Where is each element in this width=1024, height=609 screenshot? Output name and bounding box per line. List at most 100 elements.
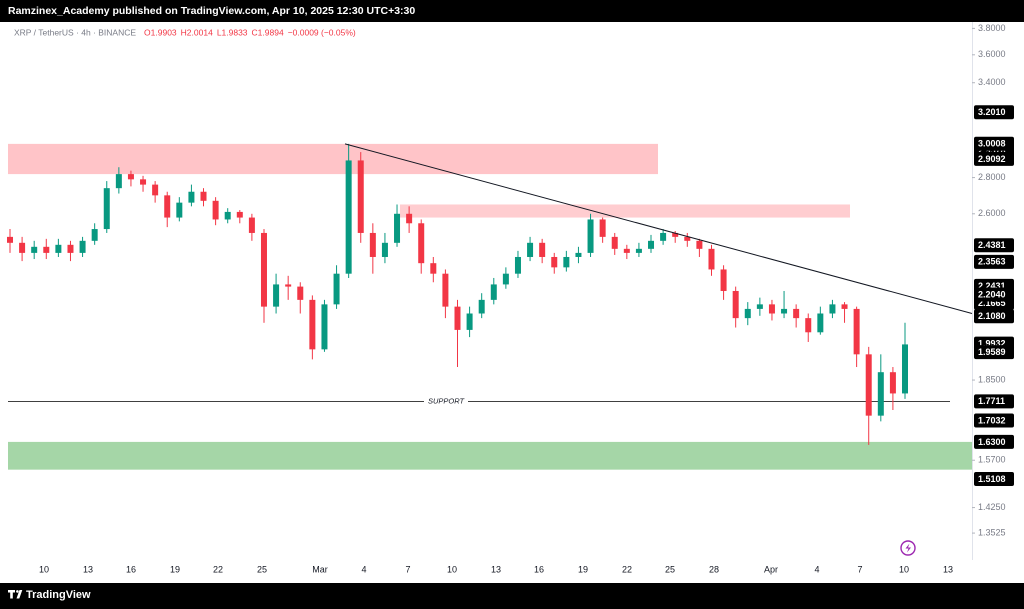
candle-body — [889, 372, 896, 394]
candle-body — [164, 195, 171, 218]
x-tick-label: 10 — [447, 564, 457, 574]
candle-body — [793, 308, 800, 319]
candle-body — [236, 211, 243, 218]
y-tick-label: 1.4250 — [978, 502, 1006, 512]
x-tick-label: 13 — [491, 564, 501, 574]
candle-body — [744, 308, 751, 319]
price-label-box — [974, 287, 1014, 302]
y-tick-label: 1.3525 — [978, 527, 1006, 537]
y-tick-label: 1.8500 — [978, 374, 1006, 384]
price-label-box — [974, 345, 1014, 360]
price-label: 2.1080 — [978, 311, 1006, 321]
candle-body — [805, 318, 812, 333]
candle-body — [345, 160, 352, 274]
x-tick-label: 16 — [534, 564, 544, 574]
candle-body — [781, 308, 788, 314]
price-label-box — [974, 238, 1014, 253]
candle-body — [708, 248, 715, 270]
x-tick-label: 10 — [899, 564, 909, 574]
candle-body — [817, 313, 824, 333]
zone — [8, 441, 972, 470]
price-label: 3.0008 — [978, 139, 1006, 149]
price-label-box — [974, 254, 1014, 269]
y-tick-label: 3.4000 — [978, 77, 1006, 87]
price-label: 2.1665 — [978, 298, 1006, 308]
price-label-box — [974, 434, 1014, 449]
price-label-box — [974, 151, 1014, 166]
candle-body — [514, 256, 521, 274]
candle-body — [430, 263, 437, 274]
replay-icon — [900, 540, 916, 556]
x-tick-label: 7 — [857, 564, 862, 574]
x-tick-label: 4 — [361, 564, 366, 574]
zone — [8, 143, 658, 175]
price-label: 2.9092 — [978, 154, 1006, 164]
candle-body — [768, 304, 775, 314]
price-label: 1.5108 — [978, 474, 1006, 484]
candle-body — [478, 299, 485, 314]
x-tick-label: 25 — [257, 564, 267, 574]
candle-body — [587, 219, 594, 253]
candle-body — [635, 248, 642, 253]
x-tick-label: 4 — [814, 564, 819, 574]
price-label: 2.2040 — [978, 289, 1006, 299]
chart-background — [0, 22, 1024, 583]
candle-body — [539, 242, 546, 257]
candle-body — [200, 191, 207, 201]
candle-body — [853, 308, 860, 355]
candle-body — [442, 273, 449, 307]
candle-body — [176, 202, 183, 218]
candle-body — [127, 174, 134, 180]
y-tick-label: 2.6000 — [978, 208, 1006, 218]
brand: TradingView — [26, 589, 91, 601]
candle-body — [865, 354, 872, 416]
candle-body — [829, 304, 836, 314]
support-label: SUPPORT — [428, 396, 466, 405]
candle-body — [285, 284, 292, 287]
candle-body — [212, 200, 219, 220]
x-tick-label: 28 — [709, 564, 719, 574]
support-label-bg — [424, 396, 468, 407]
x-tick-label: Apr — [764, 564, 778, 574]
x-tick-label: 22 — [622, 564, 632, 574]
x-tick-label: 22 — [213, 564, 223, 574]
candle-body — [394, 213, 401, 243]
ohlc-value: O1.9903 — [144, 27, 177, 37]
candle-body — [466, 313, 473, 330]
candle-body — [152, 184, 159, 196]
candle-body — [575, 252, 582, 257]
price-label: 2.4381 — [978, 240, 1006, 250]
symbol: XRP / TetherUS · 4h · BINANCE — [14, 27, 136, 37]
candle-body — [31, 246, 38, 253]
candle-body — [369, 232, 376, 257]
candle-body — [648, 240, 655, 249]
candle-body — [79, 240, 86, 253]
candle-body — [599, 219, 606, 237]
y-tick-label: 3.6000 — [978, 49, 1006, 59]
price-label-box — [974, 309, 1014, 324]
price-label-box — [974, 472, 1014, 487]
candle-body — [297, 286, 304, 300]
candle-body — [381, 242, 388, 257]
y-tick-label: 3.8000 — [978, 23, 1006, 33]
candle-body — [732, 290, 739, 319]
candle-body — [115, 174, 122, 189]
candle-body — [490, 284, 497, 300]
candle-body — [611, 236, 618, 249]
x-tick-label: 10 — [39, 564, 49, 574]
candle-body — [309, 299, 316, 350]
candle-body — [902, 344, 908, 394]
candle-body — [67, 244, 74, 253]
x-tick-label: 19 — [578, 564, 588, 574]
candle-body — [357, 160, 364, 233]
price-label: 1.6300 — [978, 437, 1006, 447]
zone — [400, 204, 850, 218]
candle-body — [43, 246, 50, 253]
candle-body — [660, 232, 667, 241]
price-label-box — [974, 136, 1014, 151]
tv-logo — [8, 590, 23, 599]
candle-body — [55, 244, 62, 253]
x-tick-label: 16 — [126, 564, 136, 574]
